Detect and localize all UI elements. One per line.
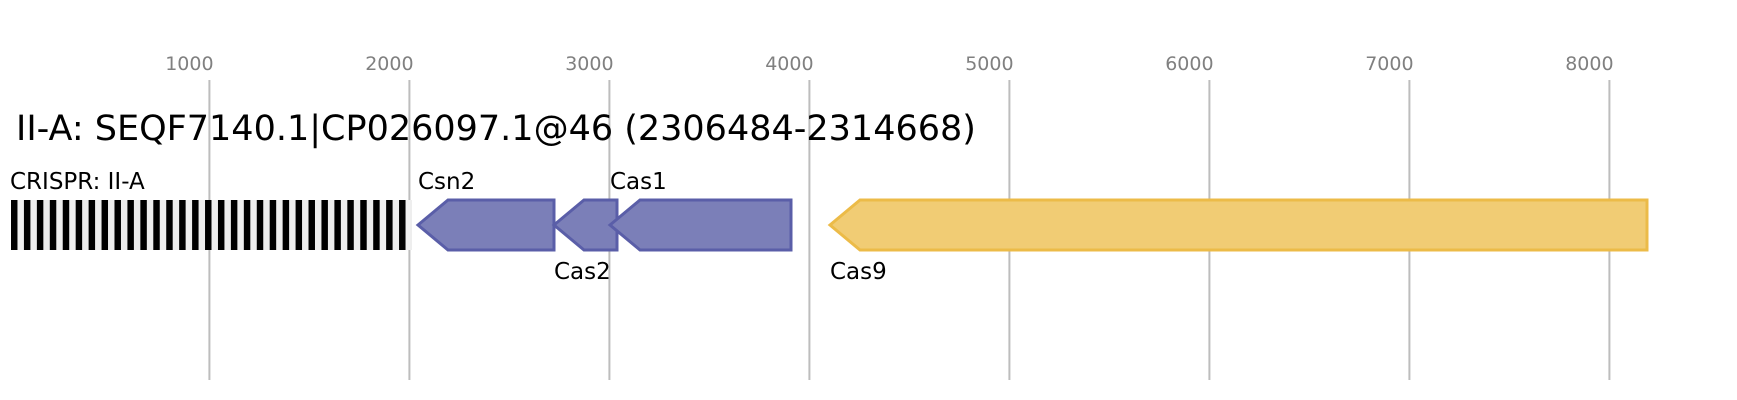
crispr-repeat	[373, 200, 380, 250]
crispr-repeat	[256, 200, 264, 250]
gene-cas9[interactable]	[827, 198, 1649, 252]
tick-label: 2000	[365, 53, 413, 75]
crispr-repeat	[36, 200, 44, 250]
crispr-repeat	[192, 200, 199, 250]
crispr-repeat	[101, 200, 109, 250]
crispr-repeat	[205, 200, 212, 250]
tick-label: 3000	[565, 53, 613, 75]
crispr-label: CRISPR: II-A	[10, 169, 145, 195]
crispr-repeat	[49, 200, 57, 250]
tick-label: 5000	[965, 53, 1013, 75]
tick-label: 7000	[1365, 53, 1413, 75]
gene-label-cas9: Cas9	[830, 259, 887, 285]
crispr-repeat	[334, 200, 341, 250]
crispr-repeat	[179, 200, 186, 250]
crispr-repeat	[166, 200, 173, 250]
crispr-repeat	[217, 200, 225, 250]
crispr-repeat	[360, 200, 367, 250]
gene-label-cas1: Cas1	[610, 169, 667, 195]
crispr-repeat	[23, 200, 31, 250]
crispr-repeat	[321, 200, 328, 250]
gene-track: Csn2 Cas2 Cas1 Cas9	[415, 169, 1649, 285]
locus-title: II-A: SEQF7140.1|CP026097.1@46 (2306484-…	[16, 109, 976, 149]
crispr-repeat	[140, 200, 147, 250]
gene-label-cas2: Cas2	[554, 259, 611, 285]
crispr-repeat	[114, 200, 121, 250]
gene-csn2[interactable]	[415, 198, 556, 252]
tick-label: 6000	[1165, 53, 1213, 75]
crispr-repeat	[75, 200, 83, 250]
tick-label: 1000	[165, 53, 213, 75]
crispr-array	[11, 200, 412, 250]
gene-cas1[interactable]	[607, 198, 793, 252]
tick-label: 8000	[1565, 53, 1613, 75]
crispr-repeat	[11, 200, 18, 250]
crispr-repeat	[295, 200, 303, 250]
crispr-repeat	[308, 200, 315, 250]
crispr-repeat	[243, 200, 251, 250]
crispr-repeat	[88, 200, 96, 250]
crispr-repeat	[230, 200, 238, 250]
crispr-repeat	[282, 200, 290, 250]
gene-cas2[interactable]	[551, 198, 619, 252]
crispr-repeat	[153, 200, 160, 250]
crispr-repeat	[269, 200, 277, 250]
gene-label-csn2: Csn2	[418, 169, 475, 195]
crispr-repeat	[347, 200, 354, 250]
crispr-repeat	[127, 200, 134, 250]
crispr-repeat	[62, 200, 70, 250]
crispr-repeat	[399, 200, 406, 250]
crispr-repeat	[386, 200, 393, 250]
tick-label: 4000	[765, 53, 813, 75]
